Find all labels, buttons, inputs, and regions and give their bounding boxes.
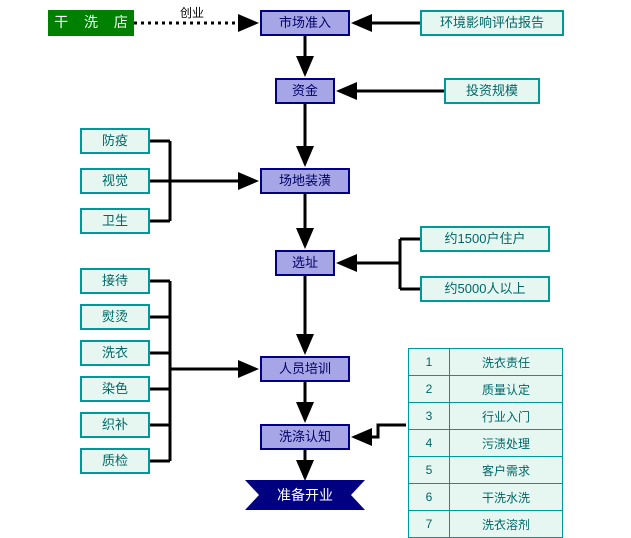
connector-layer: 准备开业 xyxy=(0,0,631,518)
final-banner-label: 准备开业 xyxy=(277,487,333,503)
